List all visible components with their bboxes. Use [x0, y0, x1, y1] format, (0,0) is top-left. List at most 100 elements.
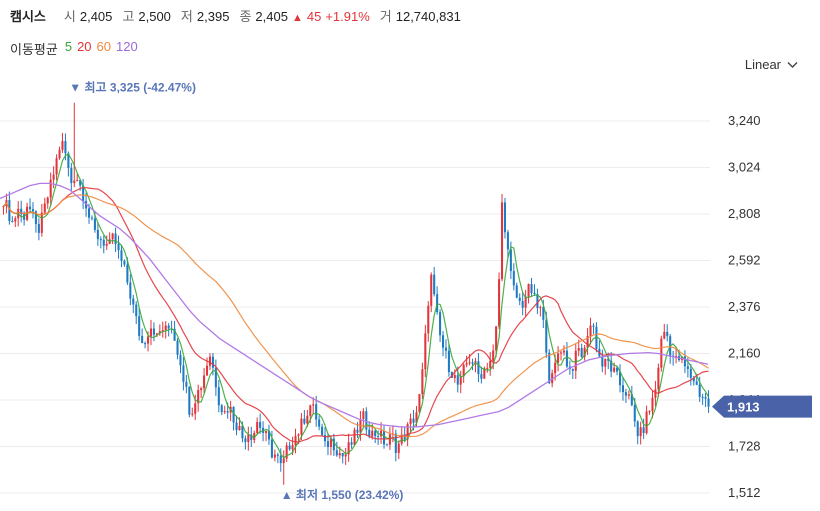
y-tick-label: 1,512: [728, 485, 761, 500]
low-label: 저: [180, 9, 193, 24]
low-value: 2,395: [196, 9, 230, 24]
scale-dropdown-value: Linear: [744, 57, 781, 72]
candle-body: [203, 375, 206, 389]
candle-body: [610, 360, 613, 372]
candle-body: [43, 203, 46, 213]
candle-body: [8, 200, 11, 222]
candle-body: [666, 331, 669, 337]
candle-body: [509, 249, 512, 272]
candle-body: [353, 429, 356, 445]
candle-body: [465, 363, 468, 365]
ma-5-label[interactable]: 5: [64, 39, 73, 54]
open-label: 시: [63, 9, 76, 24]
candle-body: [660, 338, 663, 368]
candle-body: [695, 381, 698, 385]
candle-body: [604, 358, 607, 367]
candle-body: [37, 224, 40, 233]
candle-body: [498, 279, 501, 327]
candle-body: [138, 316, 141, 336]
stock-header: 캠시스 시 2,405 고 2,500 저 2,395 종 2,405 ▲ 45…: [10, 6, 461, 26]
y-tick-label: 3,024: [728, 160, 761, 175]
candle-body: [247, 434, 250, 443]
candle-body: [182, 365, 185, 382]
candle-body: [267, 430, 271, 440]
y-axis-ticks: 3,2403,0242,8082,5922,3762,1601,9441,728…: [728, 113, 761, 500]
candle-body: [403, 434, 406, 440]
candle-body: [194, 403, 197, 414]
y-tick-label: 3,240: [728, 113, 761, 128]
candle-body: [279, 455, 282, 464]
candle-body: [630, 394, 633, 406]
candle-body: [500, 202, 504, 280]
scale-dropdown[interactable]: Linear: [745, 57, 798, 72]
candle-body: [565, 350, 568, 367]
change-arrow-icon: ▲: [291, 12, 303, 24]
candle-body: [371, 430, 374, 437]
candle-body: [551, 373, 554, 384]
candle-body: [238, 425, 241, 431]
candle-body: [282, 458, 285, 464]
candle-body: [111, 233, 114, 240]
change-percent: +1.91%: [325, 9, 370, 24]
candle-body: [601, 356, 604, 367]
candle-body: [117, 244, 120, 251]
candle-body: [689, 368, 692, 378]
ma-20-label[interactable]: 20: [77, 39, 92, 54]
candle-body: [338, 453, 341, 456]
candle-body: [321, 426, 324, 436]
candle-body: [64, 140, 67, 154]
candle-body: [503, 202, 507, 233]
close-label: 종: [239, 9, 252, 24]
candle-body: [61, 140, 64, 150]
high-annotation: ▼ 최고 3,325 (-42.47%): [69, 80, 196, 95]
candle-body: [512, 271, 515, 286]
candle-body: [250, 434, 253, 440]
candle-body: [616, 367, 619, 372]
candle-body: [441, 335, 445, 348]
candle-body: [453, 375, 456, 378]
candle-body: [167, 325, 170, 329]
y-tick-label: 2,808: [728, 206, 761, 221]
candle-body: [627, 394, 630, 396]
candle-body: [129, 282, 132, 299]
candle-body: [377, 436, 380, 438]
y-tick-label: 2,376: [728, 299, 761, 314]
candle-body: [362, 411, 365, 420]
ma-60-label[interactable]: 60: [96, 39, 112, 54]
candle-body: [200, 388, 203, 390]
candle-body: [424, 333, 427, 370]
candle-body: [654, 389, 657, 398]
candle-body: [545, 319, 548, 353]
candle-body: [397, 443, 400, 453]
candle-body: [388, 434, 391, 445]
current-price-label: 1,913: [727, 400, 760, 415]
candle-body: [46, 197, 49, 204]
candle-body: [415, 412, 418, 423]
candle-body: [456, 375, 459, 385]
candle-body: [524, 296, 527, 308]
candle-body: [31, 209, 35, 212]
candle-body: [574, 350, 577, 371]
candle-body: [82, 185, 85, 201]
candle-body: [639, 427, 642, 437]
candle-body: [208, 356, 212, 366]
candle-body: [149, 328, 153, 337]
candle-body: [264, 430, 268, 433]
candle-body: [132, 298, 135, 305]
candle-body: [663, 331, 666, 339]
candle-body: [436, 294, 439, 313]
candle-body: [55, 158, 58, 175]
candle-body: [692, 377, 695, 382]
candle-body: [146, 336, 150, 344]
candle-body: [480, 374, 483, 379]
candle-body: [356, 429, 359, 433]
candle-body: [698, 384, 701, 397]
candle-body: [577, 348, 580, 351]
candle-body: [241, 425, 244, 439]
candle-body: [191, 413, 194, 415]
ma-120-label[interactable]: 120: [116, 39, 138, 54]
candle-body: [253, 432, 256, 440]
candle-body: [2, 206, 5, 208]
candle-body: [318, 419, 321, 427]
